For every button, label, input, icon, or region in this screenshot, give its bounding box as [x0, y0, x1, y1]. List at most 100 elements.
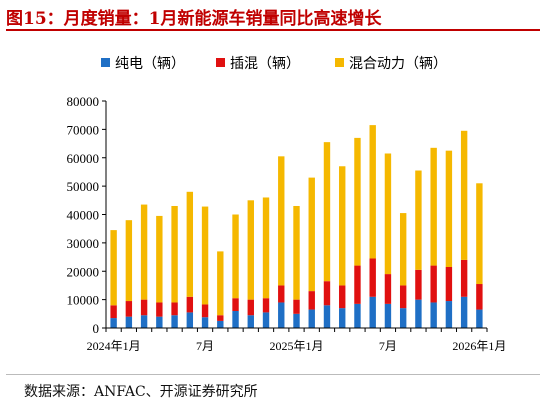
bar-segment-bev [476, 309, 483, 328]
bar-segment-phev [323, 281, 331, 306]
bar-segment-bev [415, 299, 422, 329]
bar-segment-hev [415, 170, 422, 270]
bar-segment-bev [110, 318, 117, 328]
bar-segment-phev [110, 305, 117, 319]
bar-segment-bev [278, 302, 285, 328]
bar-segment-hev [262, 197, 270, 299]
bar-segment-phev [476, 284, 483, 310]
bar-segment-phev [217, 315, 224, 321]
y-tick-label: 30000 [67, 236, 100, 251]
x-tick-label: 2025年1月 [269, 339, 323, 353]
bar-segment-hev [232, 214, 239, 299]
bar-segment-phev [171, 302, 178, 316]
stacked-bar-chart: 纯电（辆） 插混（辆） 混合动力（辆） 0 10000 20000 30000 40000 5… [67, 56, 507, 353]
bar-segment-hev [384, 153, 392, 275]
bar-segment-phev [460, 259, 468, 297]
bar-segment-hev [476, 183, 483, 285]
bar-segment-hev [217, 251, 224, 316]
bar-segment-phev [125, 301, 133, 317]
bar-segment-hev [399, 213, 407, 286]
bars-group [110, 125, 483, 329]
bar-segment-bev [308, 309, 315, 328]
x-tick-label: 7月 [196, 339, 214, 353]
bar-segment-hev [369, 125, 376, 259]
bar-segment-hev [354, 137, 361, 266]
bar-segment-bev [156, 316, 163, 328]
bar-segment-phev [399, 285, 407, 309]
y-tick-label: 10000 [67, 293, 100, 308]
bar-segment-bev [232, 310, 239, 328]
bar-segment-hev [308, 177, 315, 292]
legend-swatch-bev [101, 58, 110, 67]
bar-segment-bev [186, 312, 194, 328]
figure-title: 图15：月度销量：1月新能源车销量同比高速增长 [6, 9, 382, 29]
y-tick-label: 40000 [67, 208, 100, 223]
bar-segment-hev [201, 206, 209, 305]
x-tick-label: 2024年1月 [87, 339, 141, 353]
bar-segment-phev [339, 285, 346, 309]
bar-segment-phev [369, 258, 376, 297]
bar-segment-hev [445, 150, 453, 267]
bar-segment-phev [308, 291, 315, 310]
legend-label-bev: 纯电（辆） [115, 56, 185, 72]
bar-segment-bev [354, 303, 361, 328]
bar-segment-phev [156, 302, 163, 317]
y-tick-label: 50000 [67, 179, 100, 194]
x-tick-label: 7月 [379, 339, 397, 353]
bar-segment-phev [384, 274, 392, 304]
bar-segment-phev [430, 265, 437, 303]
bar-segment-phev [354, 265, 361, 304]
bar-segment-bev [140, 315, 148, 328]
bar-segment-bev [247, 315, 254, 328]
bar-segment-bev [369, 296, 376, 328]
bar-segment-bev [323, 305, 331, 328]
title-underline [6, 29, 540, 31]
bar-segment-bev [399, 308, 407, 328]
y-tick-label: 70000 [67, 122, 100, 137]
y-tick-label: 80000 [67, 94, 100, 109]
bar-segment-phev [262, 298, 270, 313]
bar-segment-hev [339, 166, 346, 286]
bar-segment-phev [232, 298, 239, 311]
bar-segment-bev [125, 316, 133, 328]
legend-label-phev: 插混（辆） [230, 56, 300, 72]
bar-segment-hev [140, 204, 148, 300]
bar-segment-bev [430, 302, 437, 328]
bar-segment-phev [293, 299, 300, 314]
bar-segment-phev [415, 269, 422, 300]
bar-segment-hev [186, 191, 194, 297]
legend-swatch-hev [335, 58, 344, 67]
bar-segment-hev [293, 205, 300, 300]
bar-segment-bev [339, 308, 346, 328]
bar-segment-hev [278, 156, 285, 286]
y-axis: 0 10000 20000 30000 40000 50000 60000 70000 8000… [67, 94, 107, 336]
source-note: 数据来源：ANFAC、开源证券研究所 [24, 384, 258, 400]
bar-segment-phev [186, 296, 194, 313]
bar-segment-bev [445, 301, 453, 328]
bar-segment-hev [171, 205, 178, 303]
bar-segment-bev [460, 296, 468, 328]
legend-swatch-phev [216, 58, 225, 67]
bar-segment-phev [278, 285, 285, 303]
x-axis: 2024年1月 7月 2025年1月 7月 2026年1月 [87, 327, 506, 353]
bar-segment-hev [460, 130, 468, 260]
bar-segment-bev [384, 303, 392, 328]
bar-segment-bev [293, 313, 300, 328]
bar-segment-hev [323, 142, 331, 282]
bar-segment-phev [445, 266, 453, 302]
bar-segment-hev [125, 220, 133, 302]
y-tick-label: 0 [93, 321, 100, 336]
y-tick-label: 60000 [67, 151, 100, 166]
footer-divider [6, 374, 540, 375]
bar-segment-hev [430, 147, 437, 266]
legend-label-hev: 混合动力（辆） [349, 56, 447, 72]
y-tick-label: 20000 [67, 264, 100, 279]
bar-segment-phev [247, 299, 254, 316]
chart-legend: 纯电（辆） 插混（辆） 混合动力（辆） [101, 56, 447, 72]
bar-segment-hev [156, 215, 163, 303]
bar-segment-hev [110, 230, 117, 306]
bar-segment-phev [201, 304, 209, 318]
bar-segment-bev [201, 317, 209, 328]
bar-segment-bev [217, 320, 224, 328]
bar-segment-bev [262, 312, 270, 328]
